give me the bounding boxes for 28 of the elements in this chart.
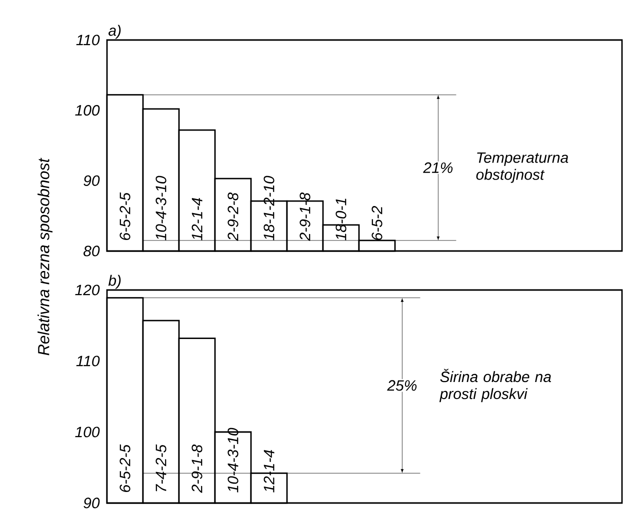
x-tick-label: 6-5-2	[372, 206, 382, 240]
y-tick-label: 110	[76, 356, 100, 366]
y-tick-label: 100	[75, 105, 100, 116]
text: Širina obrabe na prosti ploskvi	[439, 368, 551, 402]
x-tick-label: 10-4-3-10	[156, 176, 166, 240]
x-tick-label: 2-9-1-8	[192, 444, 202, 493]
x-tick-label: 18-0-1	[336, 198, 346, 240]
chart-title: b)	[108, 274, 121, 289]
y-tick-label: 90	[84, 498, 100, 508]
y-tick-label: 80	[84, 246, 100, 256]
y-tick-label: 90	[84, 175, 100, 186]
chart-title: a)	[108, 24, 121, 39]
y-tick-label: 110	[76, 34, 100, 46]
text: Temperaturna obstojnost	[476, 152, 568, 183]
y-axis-title: Relativna rezna sposobnost	[38, 158, 52, 356]
x-tick-label: 18-1-2-10	[264, 176, 274, 240]
text: 25%	[387, 380, 417, 391]
y-tick-label: 120	[75, 284, 100, 296]
x-tick-label: 6-5-2-5	[120, 444, 130, 492]
x-tick-label: 2-9-2-8	[228, 192, 238, 241]
text: 21%	[423, 162, 453, 173]
x-tick-label: 6-5-2-5	[120, 192, 130, 240]
x-tick-label: 12-1-4	[264, 450, 274, 492]
y-tick-label: 100	[75, 426, 100, 438]
x-tick-label: 12-1-4	[192, 198, 202, 240]
x-tick-label: 2-9-1-8	[300, 192, 310, 241]
x-tick-label: 7-4-2-5	[156, 444, 166, 492]
x-tick-label: 10-4-3-10	[228, 428, 238, 492]
